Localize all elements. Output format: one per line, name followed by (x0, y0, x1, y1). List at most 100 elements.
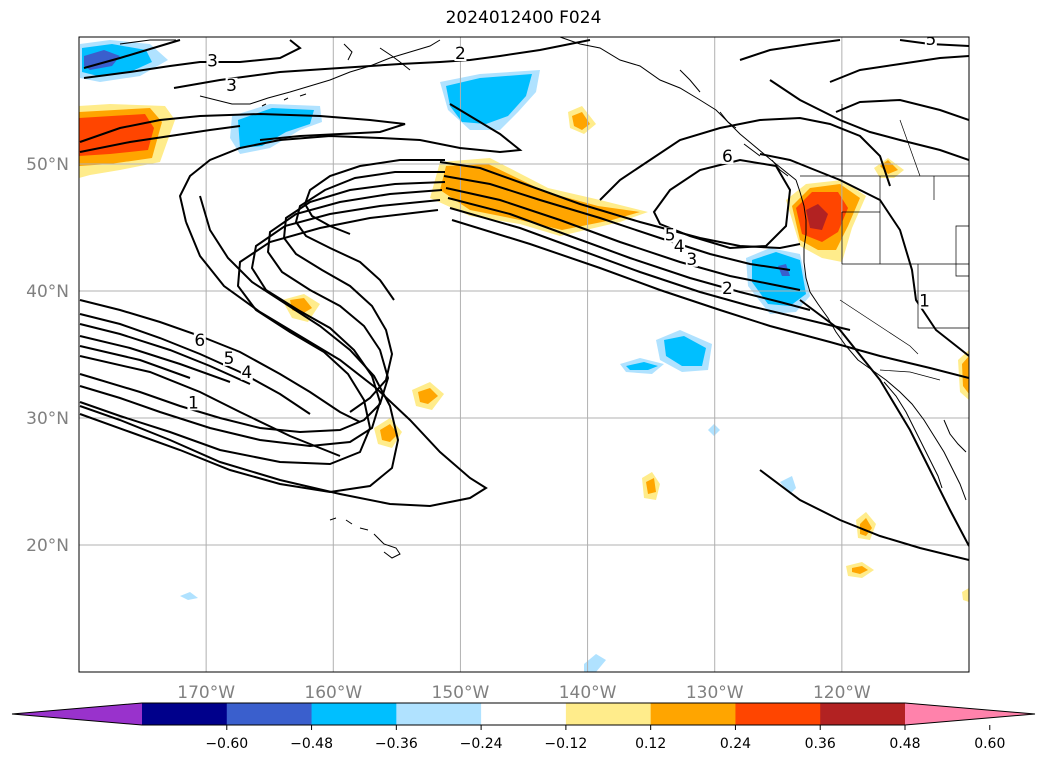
borders (800, 104, 969, 381)
contour-label-bg (721, 148, 734, 164)
contour-label: 3 (226, 76, 237, 96)
contour-ridge-3 (449, 207, 851, 331)
colorbar-extend-min (12, 703, 142, 725)
shade-negative-tiny3 (708, 424, 720, 436)
lon-tick-label: 130°W (686, 683, 744, 703)
shade-positive-mx-inner (962, 356, 969, 394)
coastline-baja (883, 381, 943, 489)
coastline-bc (679, 69, 789, 177)
coastline-hawaii (329, 517, 401, 559)
coastline-alaska-aleutians (119, 39, 441, 105)
shade-positive-st3-inner (646, 478, 656, 494)
contour-sw-5 (79, 345, 191, 379)
coastline-alaska-south (559, 37, 797, 181)
colorbar (11, 702, 1036, 730)
coastlines (119, 37, 967, 559)
colorbar-segment (735, 703, 821, 725)
shade-positive-or-core (806, 204, 828, 230)
contour-label: 2 (722, 279, 733, 299)
shade-positive-st1-inner (418, 388, 438, 404)
contour-3b-north (83, 39, 302, 79)
contour-south-lowest (759, 469, 969, 561)
border-states-1 (839, 176, 969, 355)
contour-south-east (799, 299, 969, 547)
colorbar-tick-label: 0.48 (889, 736, 920, 752)
shade-positive-jet-inner (440, 164, 640, 230)
contour-ridge-6b (443, 175, 791, 271)
lat-tick-label: 20°N (26, 536, 69, 556)
contour-label: 5 (224, 349, 235, 369)
contour-ridge-2 (451, 219, 969, 379)
contour-loop-s6 (79, 221, 488, 508)
contour-lines (79, 39, 969, 561)
shade-positive-canada-inner (572, 112, 590, 130)
contour-label-bg (721, 281, 734, 296)
contour-label: 3 (207, 52, 218, 72)
contour-label: 4 (241, 363, 252, 383)
coastline-mexico (943, 419, 967, 453)
coastline-west-us (795, 179, 967, 501)
plot-frame (78, 36, 970, 673)
contour-label-bg (664, 227, 677, 243)
shade-positive-st5-inner (852, 566, 868, 574)
lat-tick-label: 50°N (26, 155, 69, 175)
lon-tick-label: 140°W (559, 683, 617, 703)
contour-closed-6 (652, 158, 792, 250)
latitude-tick-labels: 50°N 40°N 30°N 20°N (26, 155, 69, 556)
colorbar-tick-label: −0.24 (460, 736, 503, 752)
contour-label: 5 (665, 226, 676, 246)
contour-label: 1 (188, 393, 199, 413)
shade-negative-tiny2 (180, 592, 198, 600)
shade-negative-goa-inner (446, 74, 532, 124)
contour-east-5 (739, 39, 841, 61)
contour-west-2 (79, 125, 241, 153)
contour-sw-3 (79, 323, 251, 385)
contour-label-bg (673, 239, 686, 255)
colorbar-segment (142, 703, 228, 725)
colorbar-tick-label: 0.24 (720, 736, 751, 752)
colorbar-tick-label: −0.60 (205, 736, 248, 752)
border-canada-internal (841, 104, 935, 200)
contour-label: 6 (722, 147, 733, 167)
lat-tick-label: 40°N (26, 282, 69, 302)
colorbar-segment (226, 703, 313, 725)
colorbar-tick-label: −0.12 (544, 736, 587, 752)
shade-positive-se (962, 588, 969, 602)
contour-label: 5 (925, 30, 936, 50)
contour-ridge-6a (439, 161, 801, 250)
contour-big-outer (178, 103, 523, 223)
contour-sw-6 (79, 355, 341, 457)
lon-tick-label: 150°W (432, 683, 490, 703)
map-title: 2024012400 F024 (445, 8, 602, 28)
colorbar-outline (11, 702, 1036, 726)
shade-negative-tiny1 (780, 476, 796, 494)
coastline-alaska-islands (261, 43, 411, 107)
contour-label-bg (206, 53, 219, 69)
contour-label: 1 (919, 292, 930, 312)
colorbar-tick-label: 0.36 (805, 736, 836, 752)
contour-label: 6 (194, 331, 205, 351)
contour-coast-outer (599, 116, 891, 201)
colorbar-segment (481, 703, 567, 725)
lon-tick-label: 170°W (177, 683, 235, 703)
shade-negative-aleutian-inner (238, 108, 314, 148)
contour-ridge-5 (445, 187, 801, 291)
contour-east-1 (759, 153, 969, 357)
colorbar-segment (650, 703, 736, 725)
lat-tick-label: 30°N (26, 409, 69, 429)
contour-label-bg (240, 364, 253, 380)
contour-label: 2 (455, 44, 466, 64)
contour-loop-inner2 (294, 171, 445, 301)
contour-loop-s1 (282, 181, 446, 413)
contour-label: 4 (674, 237, 685, 257)
shade-negative-cp-inner (664, 336, 706, 366)
colorbar-tick-label: 0.60 (974, 736, 1005, 752)
contour-east-3 (835, 98, 969, 121)
lon-tick-label: 160°W (304, 683, 362, 703)
colorbar-segment (565, 703, 652, 725)
contour-loop-s5 (79, 195, 400, 494)
contour-3-north (83, 39, 181, 69)
contour-east-4 (829, 55, 969, 83)
